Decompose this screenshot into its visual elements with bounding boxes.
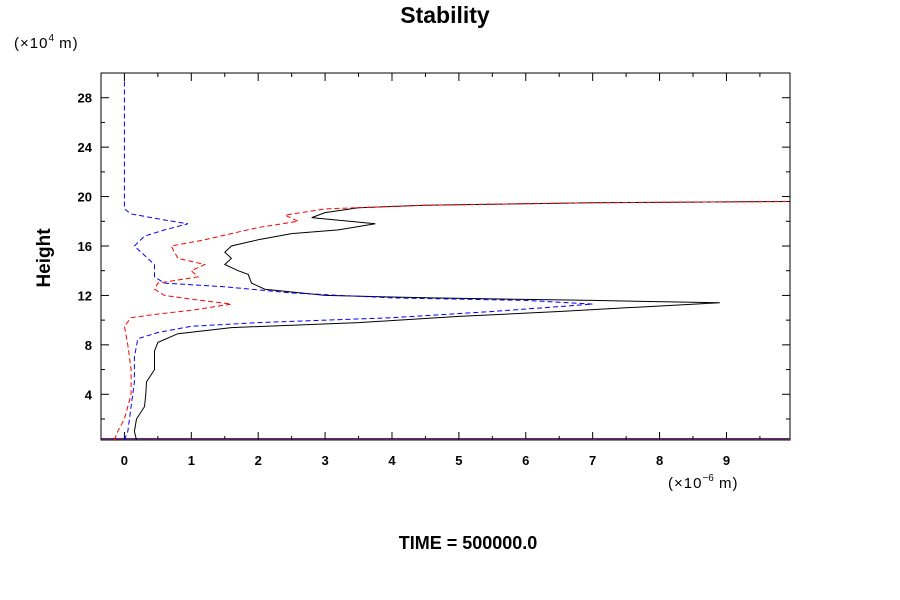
x-tick-label: 6 <box>522 453 529 468</box>
y-tick-label: 4 <box>85 387 93 402</box>
y-tick-label: 28 <box>78 91 92 106</box>
y-unit-label: (×104 m) <box>14 33 79 52</box>
x-tick-label: 4 <box>388 453 396 468</box>
y-tick-label: 24 <box>78 140 93 155</box>
chart-title: Stability <box>400 2 490 28</box>
x-tick-label: 1 <box>188 453 195 468</box>
time-label: TIME = 500000.0 <box>399 533 538 553</box>
x-tick-label: 0 <box>121 453 128 468</box>
x-tick-label: 9 <box>723 453 730 468</box>
y-tick-label: 8 <box>85 338 92 353</box>
y-tick-label: 20 <box>78 190 92 205</box>
y-axis-label: Height <box>34 228 55 288</box>
plot-frame <box>100 72 791 441</box>
series-line-2 <box>113 201 790 440</box>
series-line-0 <box>133 201 790 440</box>
y-tick-label: 16 <box>78 239 92 254</box>
x-tick-label: 2 <box>255 453 262 468</box>
y-tick-label: 12 <box>78 288 92 303</box>
x-tick-label: 5 <box>455 453 462 468</box>
x-tick-label: 7 <box>589 453 596 468</box>
x-tick-label: 8 <box>656 453 663 468</box>
series-line-1 <box>123 79 593 440</box>
x-tick-label: 3 <box>321 453 328 468</box>
x-unit-label: (×10−6 m) <box>668 473 739 492</box>
